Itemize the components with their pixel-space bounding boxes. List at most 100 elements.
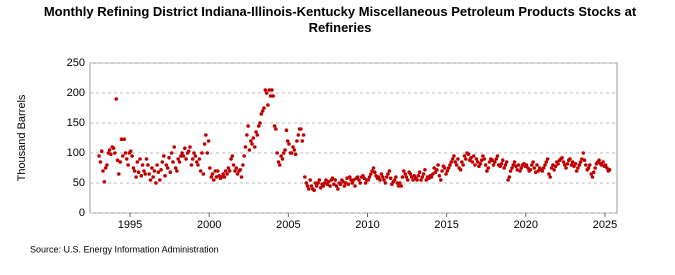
data-point [487,160,492,164]
data-point [603,163,608,167]
data-point [490,158,495,162]
data-point [309,184,314,188]
data-point [536,169,541,173]
data-point [510,166,514,170]
data-point [512,160,517,164]
data-point [171,160,175,164]
data-point [128,149,133,153]
data-point [235,172,240,176]
data-point [506,178,510,182]
data-point [251,136,256,140]
data-point [255,133,260,137]
data-point [518,169,522,173]
data-point [306,187,311,191]
data-point [146,163,150,167]
data-point [188,145,192,149]
data-point [275,151,279,155]
data-point [526,166,530,170]
data-point [276,160,281,164]
data-point [324,178,328,182]
data-point [234,166,239,170]
data-point [99,149,104,153]
data-point [541,166,546,170]
data-point [369,172,373,176]
data-point [403,172,407,176]
x-tick-label: 1995 [118,219,142,231]
data-point [289,151,294,155]
data-point [470,160,475,164]
data-point [419,178,423,182]
data-point [198,169,203,173]
data-point [398,181,402,185]
data-point [460,160,464,164]
data-point [464,157,468,161]
data-point [586,166,591,170]
data-point [530,163,534,167]
data-point [564,166,568,170]
data-point [380,175,385,179]
data-point [271,94,275,98]
data-point [293,152,298,156]
data-point [190,157,195,161]
data-point [382,178,386,182]
x-tick-label: 2020 [514,219,538,231]
data-point [296,133,301,137]
data-point [349,178,353,182]
data-point [531,160,535,164]
data-point [249,139,253,143]
data-point [462,154,467,158]
y-tick-label: 0 [79,207,85,219]
data-point [252,145,257,149]
data-point [386,172,390,176]
data-point [565,162,570,166]
data-point [590,175,595,179]
data-point [601,160,605,164]
data-point [446,166,451,170]
data-point [308,178,313,182]
data-point [130,154,134,158]
data-point [423,168,427,172]
data-point [281,151,286,155]
data-point [330,176,335,180]
data-point [444,172,448,176]
data-point [268,94,273,98]
data-point [300,139,305,143]
data-point [222,175,227,179]
data-point [336,187,340,191]
data-point [304,181,309,185]
data-point [316,181,320,185]
y-axis-label: Thousand Barrels [16,94,28,181]
data-point [270,88,274,92]
data-point [357,178,361,182]
data-point [366,178,370,182]
data-point [169,151,174,155]
data-point [262,106,266,110]
data-point [431,172,435,176]
data-point [138,157,142,161]
data-point [142,169,146,173]
data-point [226,166,231,170]
data-point [584,163,588,167]
data-point [111,146,116,150]
data-point [259,112,264,116]
data-point [378,178,382,182]
data-point [167,156,171,160]
data-point [204,133,208,137]
data-point [401,169,406,173]
data-point [117,172,121,176]
data-point [504,160,509,164]
data-point [535,163,539,167]
data-point [453,160,458,164]
data-point [118,160,123,164]
data-point [154,181,158,185]
data-point [469,156,473,160]
data-point [180,151,184,155]
data-point [194,160,199,164]
data-point [593,166,597,170]
data-point [580,157,584,161]
data-point [508,169,513,173]
data-point [597,158,601,162]
y-tick-label: 150 [67,117,85,129]
data-point [511,163,516,167]
